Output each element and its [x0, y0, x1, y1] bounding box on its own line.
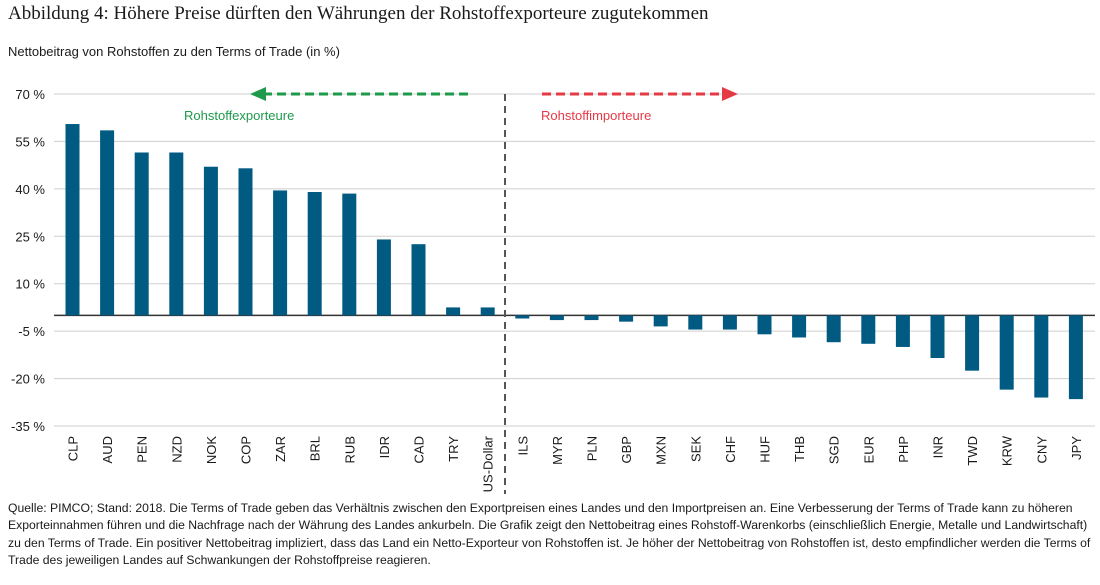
- y-tick-label: 25 %: [15, 229, 45, 244]
- x-tick-label: INR: [931, 436, 946, 458]
- bar-us-dollar: [480, 307, 495, 316]
- x-tick-label: HUF: [758, 436, 773, 463]
- x-tick-label: GBP: [619, 436, 634, 463]
- y-tick-label: 70 %: [15, 87, 45, 102]
- bar-chf: [722, 315, 737, 330]
- bar-zar: [273, 190, 288, 316]
- y-tick-label: -20 %: [11, 372, 45, 387]
- bar-twd: [965, 315, 980, 371]
- bar-jpy: [1068, 315, 1083, 400]
- bar-huf: [757, 315, 772, 335]
- x-tick-label: ILS: [515, 436, 530, 456]
- chart-title: Abbildung 4: Höhere Preise dürften den W…: [8, 3, 709, 24]
- bar-rub: [342, 193, 357, 316]
- x-tick-label: CLP: [66, 436, 81, 461]
- importers-arrow-head: [722, 87, 738, 101]
- bar-eur: [861, 315, 876, 344]
- bar-nok: [203, 166, 218, 316]
- x-tick-label: JPY: [1069, 436, 1084, 460]
- x-tick-label: MXN: [654, 436, 669, 465]
- bar-thb: [792, 315, 807, 338]
- bar-sgd: [826, 315, 841, 343]
- x-tick-label: ZAR: [273, 436, 288, 462]
- x-tick-label: IDR: [377, 436, 392, 458]
- exporters-label: Rohstoffexporteure: [184, 108, 294, 123]
- bar-try: [446, 307, 461, 316]
- x-tick-label: CHF: [723, 436, 738, 463]
- x-tick-label: AUD: [100, 436, 115, 463]
- x-tick-label: KRW: [1000, 435, 1015, 466]
- x-tick-label: SEK: [688, 436, 703, 462]
- bar-cny: [1034, 315, 1049, 398]
- bar-sek: [688, 315, 703, 330]
- y-tick-label: -35 %: [11, 419, 45, 434]
- y-tick-label: -5 %: [18, 324, 45, 339]
- bar-clp: [65, 124, 80, 316]
- source-note: Quelle: PIMCO; Stand: 2018. Die Terms of…: [8, 501, 1091, 568]
- x-axis-tick-labels: CLP AUD PEN NZD NOK COP ZAR BRL RUB IDR CAD TRY US-D…: [66, 435, 1084, 492]
- x-tick-label: CNY: [1034, 436, 1049, 464]
- bar-pen: [134, 152, 149, 316]
- x-tick-label: SGD: [827, 436, 842, 464]
- x-tick-label: COP: [239, 436, 254, 464]
- bar-idr: [376, 239, 391, 316]
- bar-brl: [307, 192, 322, 316]
- bars: [65, 124, 1083, 400]
- bar-chart: 70 % 55 % 40 % 25 % 10 % -5 % -20 % -35 % CLP AU…: [11, 87, 1095, 494]
- x-tick-label: TWD: [965, 436, 980, 466]
- y-tick-label: 10 %: [15, 277, 45, 292]
- bar-myr: [549, 315, 564, 321]
- importers-label: Rohstoffimporteure: [541, 108, 651, 123]
- bar-aud: [100, 130, 115, 316]
- x-tick-label: BRL: [308, 436, 323, 461]
- y-axis-tick-labels: 70 % 55 % 40 % 25 % 10 % -5 % -20 % -35 %: [11, 87, 45, 434]
- bar-gbp: [619, 315, 634, 322]
- bar-ils: [515, 315, 530, 319]
- bar-pln: [584, 315, 599, 321]
- bar-php: [895, 315, 910, 347]
- x-tick-label: NZD: [169, 436, 184, 463]
- x-tick-label: THB: [792, 436, 807, 462]
- chart-subtitle: Nettobeitrag von Rohstoffen zu den Terms…: [8, 44, 340, 59]
- x-tick-label: NOK: [204, 436, 219, 465]
- x-tick-label: PEN: [135, 436, 150, 463]
- bar-krw: [999, 315, 1014, 390]
- x-tick-label: RUB: [342, 436, 357, 463]
- x-tick-label: MYR: [550, 436, 565, 465]
- x-tick-label: PLN: [585, 436, 600, 461]
- y-tick-label: 40 %: [15, 182, 45, 197]
- bar-inr: [930, 315, 945, 359]
- bar-nzd: [169, 152, 184, 316]
- x-tick-label: TRY: [446, 436, 461, 462]
- bar-mxn: [653, 315, 668, 327]
- exporters-arrow-head: [250, 87, 266, 101]
- x-tick-label: CAD: [412, 436, 427, 463]
- gridlines: [54, 93, 1095, 427]
- annotations: Rohstoffexporteure Rohstoffimporteure: [184, 87, 738, 123]
- x-tick-label: US-Dollar: [481, 435, 496, 492]
- x-tick-label: PHP: [896, 436, 911, 463]
- bar-cad: [411, 244, 426, 316]
- x-tick-label: EUR: [861, 436, 876, 463]
- y-tick-label: 55 %: [15, 134, 45, 149]
- bar-cop: [238, 168, 253, 316]
